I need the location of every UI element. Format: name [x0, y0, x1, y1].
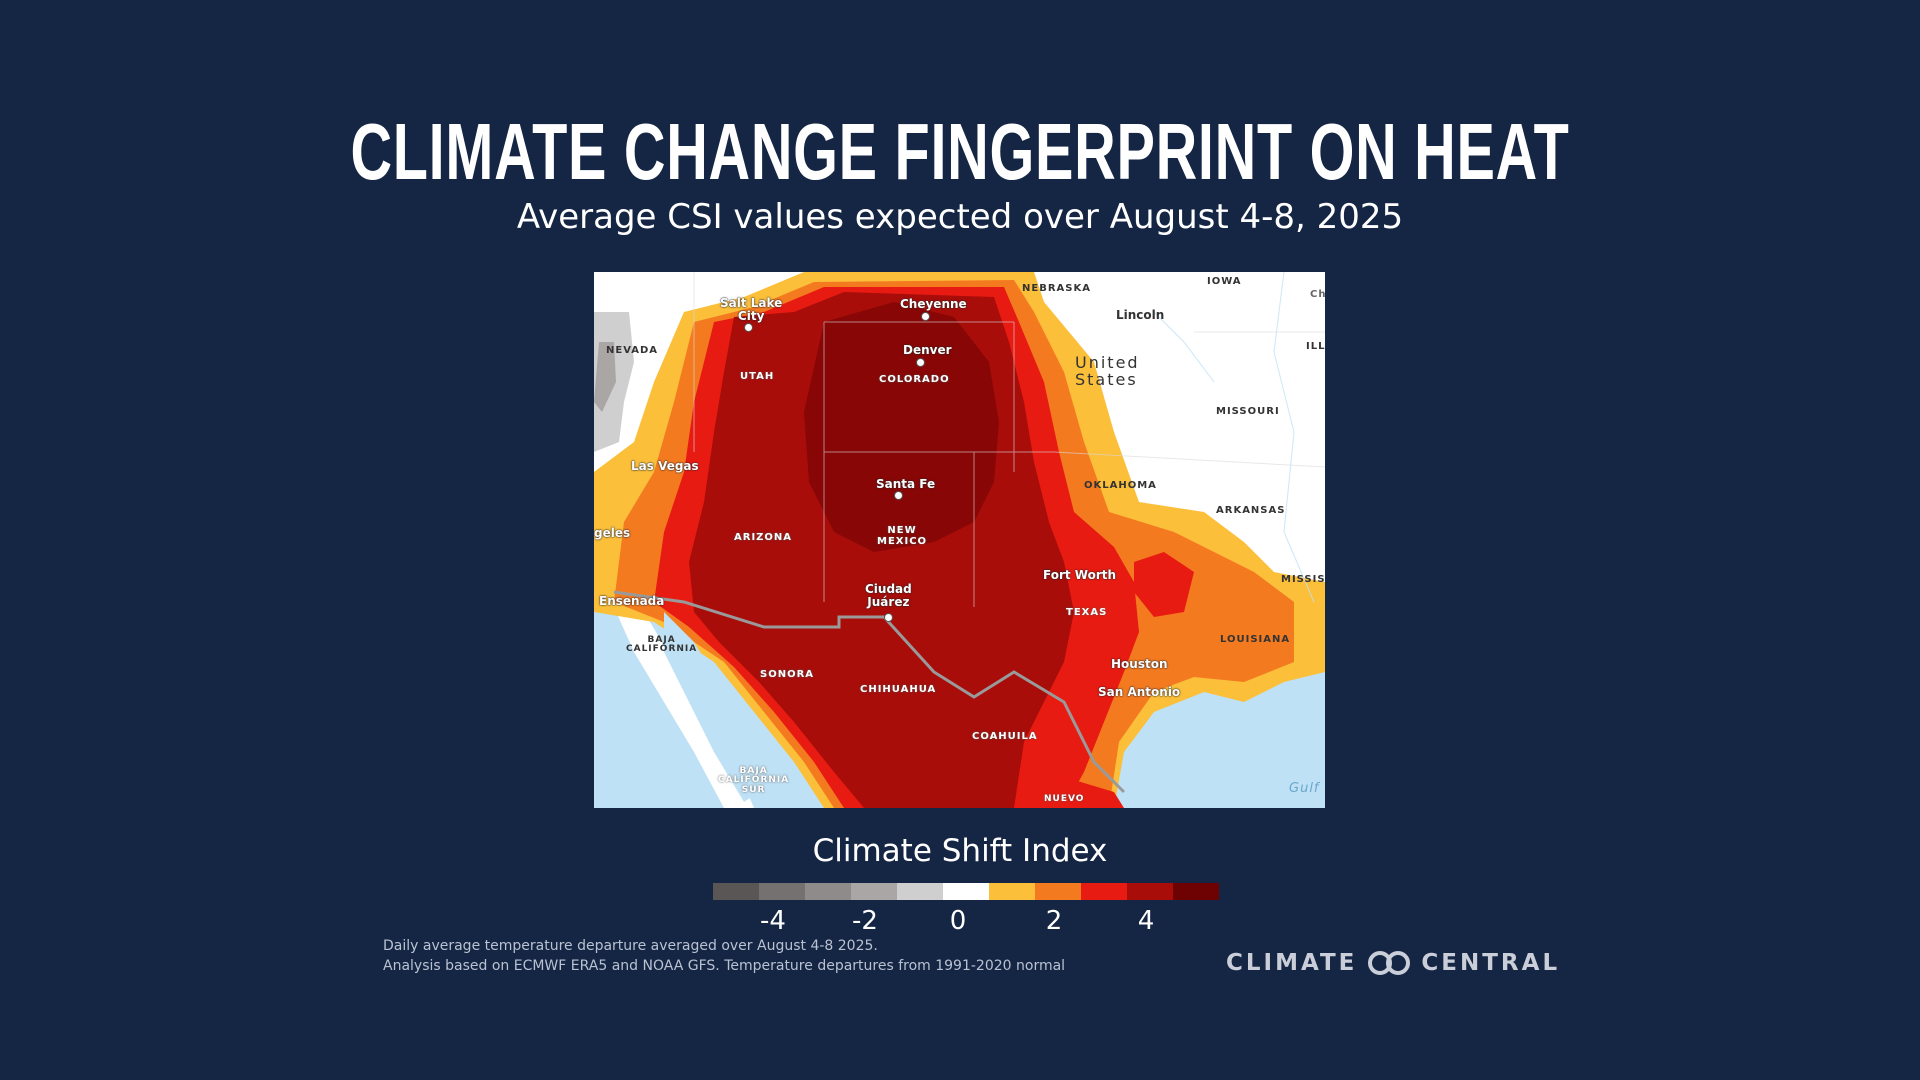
- map-graphic: [594, 272, 1325, 808]
- city-las-vegas: Las Vegas: [631, 459, 699, 473]
- page-subtitle: Average CSI values expected over August …: [516, 197, 1404, 237]
- gulf-of-california: [664, 612, 759, 802]
- city-denver: Denver: [903, 343, 952, 357]
- hot-patch-texas: [1134, 552, 1194, 617]
- region-gulf: Gulf: [1289, 781, 1320, 796]
- country-label: United States: [1075, 353, 1140, 389]
- legend-tick: -4: [760, 906, 786, 936]
- cool-area-core: [594, 342, 616, 412]
- region-chihuahua: CHIHUAHUA: [860, 684, 937, 695]
- legend-tick: 0: [949, 906, 967, 936]
- ramp-swatch: [1035, 883, 1081, 900]
- ramp-swatch: [713, 883, 759, 900]
- page-title: CLIMATE CHANGE FINGERPRINT ON HEAT: [350, 107, 1570, 196]
- us-mexico-border: [613, 590, 1126, 794]
- city-dot: [921, 312, 930, 321]
- state-boundaries: [693, 272, 1325, 607]
- legend-tick: -2: [852, 906, 878, 936]
- ramp-swatch: [1173, 883, 1219, 900]
- climate-central-logo: CLIMATE CENTRAL: [1226, 950, 1560, 976]
- hot-patch-south: [1024, 777, 1124, 808]
- city-ensenada: Ensenada: [599, 594, 665, 608]
- legend-title: Climate Shift Index: [812, 833, 1108, 869]
- city-cheyenne: Cheyenne: [900, 297, 967, 311]
- ramp-swatch: [943, 883, 989, 900]
- legend-tick: 2: [1045, 906, 1063, 936]
- region-new-mexico: NEW MEXICO: [877, 525, 928, 547]
- csi-map: Salt Lake City Cheyenne Lincoln Denver L…: [594, 272, 1325, 808]
- region-nebraska: NEBRASKA: [1022, 283, 1091, 294]
- region-sonora: SONORA: [760, 669, 815, 680]
- ramp-swatch: [851, 883, 897, 900]
- region-nevada: NEVADA: [606, 345, 659, 356]
- region-chicago: Ch: [1310, 289, 1325, 300]
- city-houston: Houston: [1111, 657, 1168, 671]
- region-coahuila: COAHUILA: [972, 731, 1038, 742]
- city-dot: [916, 358, 925, 367]
- region-nuevo-leon: NUEVO: [1044, 794, 1085, 804]
- region-colorado: COLORADO: [879, 374, 950, 385]
- ramp-swatch: [1127, 883, 1173, 900]
- rivers: [1153, 272, 1315, 603]
- logo-text-left: CLIMATE: [1226, 950, 1358, 976]
- city-salt-lake-city: Salt Lake City: [720, 296, 783, 323]
- city-dot: [744, 323, 753, 332]
- footnote-line-2: Analysis based on ECMWF ERA5 and NOAA GF…: [383, 958, 1066, 974]
- ramp-swatch: [1081, 883, 1127, 900]
- color-ramp: [713, 883, 1219, 900]
- logo-rings-icon: [1368, 951, 1411, 975]
- ramp-swatch: [897, 883, 943, 900]
- region-baja-california: BAJA CALIFORNIA: [626, 635, 698, 655]
- region-illinois: ILL: [1306, 341, 1325, 352]
- ramp-swatch: [989, 883, 1035, 900]
- region-iowa: IOWA: [1207, 276, 1242, 287]
- region-baja-california-sur: BAJA CALIFORNIA SUR: [718, 766, 790, 795]
- region-arkansas: ARKANSAS: [1216, 505, 1286, 516]
- region-texas: TEXAS: [1066, 607, 1108, 618]
- ramp-swatch: [759, 883, 805, 900]
- region-mississippi: MISSIS: [1281, 574, 1325, 585]
- city-santa-fe: Santa Fe: [876, 477, 936, 491]
- city-los-angeles: geles: [594, 526, 631, 540]
- region-utah: UTAH: [740, 371, 775, 382]
- city-dot: [884, 613, 893, 622]
- footnote-line-1: Daily average temperature departure aver…: [383, 938, 878, 954]
- city-fort-worth: Fort Worth: [1043, 568, 1117, 582]
- city-san-antonio: San Antonio: [1098, 685, 1181, 699]
- region-missouri: MISSOURI: [1216, 406, 1280, 417]
- ramp-swatch: [805, 883, 851, 900]
- city-ciudad-juarez: Ciudad Juárez: [865, 582, 912, 609]
- csi-core: [804, 302, 999, 552]
- city-dot: [894, 491, 903, 500]
- region-arizona: ARIZONA: [734, 532, 793, 543]
- region-oklahoma: OKLAHOMA: [1084, 480, 1157, 491]
- legend-tick: 4: [1137, 906, 1155, 936]
- logo-text-right: CENTRAL: [1421, 950, 1561, 976]
- city-lincoln: Lincoln: [1116, 308, 1165, 322]
- region-louisiana: LOUISIANA: [1220, 634, 1291, 645]
